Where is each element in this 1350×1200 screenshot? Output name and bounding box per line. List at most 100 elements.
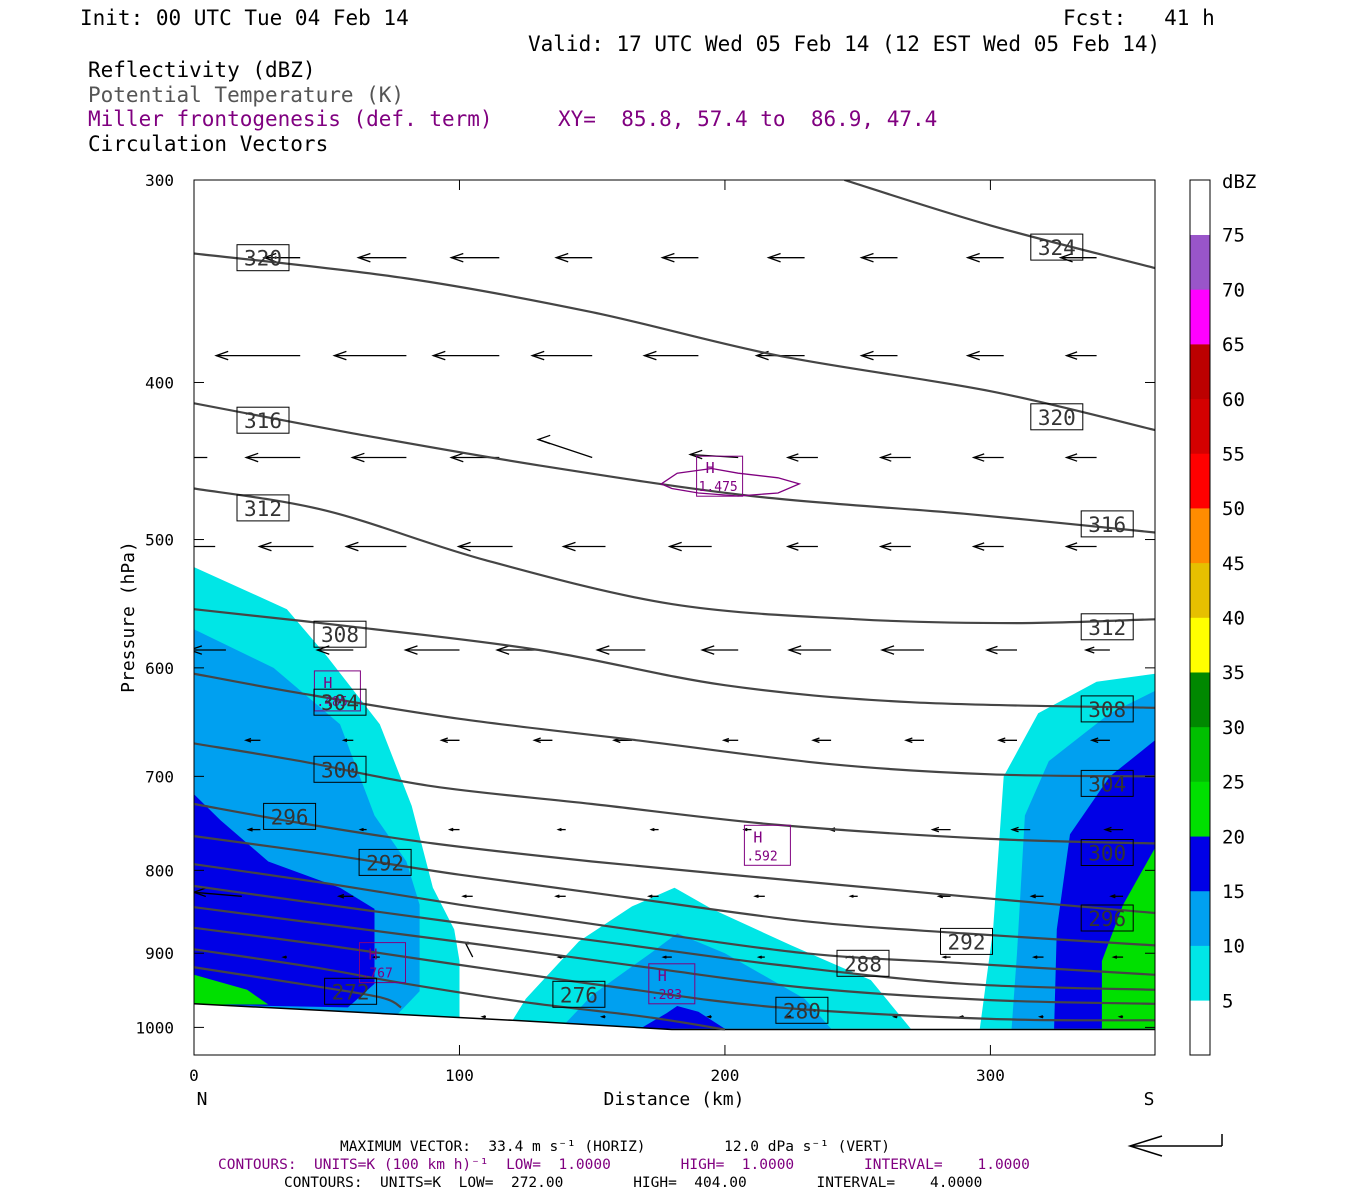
y-tick-label: 900	[145, 944, 174, 963]
theta-label: 300	[1080, 839, 1134, 866]
y-tick-label: 600	[145, 659, 174, 678]
wind-vector	[753, 894, 765, 899]
wind-vector	[1117, 1015, 1124, 1019]
wind-vector	[742, 827, 752, 832]
colorbar-label: 45	[1222, 553, 1245, 575]
frontogenesis-high: H1.475	[696, 455, 744, 497]
wind-vector	[556, 827, 566, 832]
theta-contour	[194, 966, 402, 1009]
colorbar-label: 10	[1222, 936, 1245, 958]
wind-vector	[1083, 646, 1110, 654]
theta-label: 316	[236, 406, 290, 434]
valid-time: Valid: 17 UTC Wed 05 Feb 14 (12 EST Wed …	[528, 32, 1161, 56]
max-vector-note: MAXIMUM VECTOR: 33.4 m s⁻¹ (HORIZ) 12.0 …	[340, 1139, 890, 1155]
wind-vector	[1031, 955, 1044, 959]
wind-vector	[647, 894, 659, 899]
wind-vector	[244, 452, 301, 463]
cross-section-endpoints: XY= 85.8, 57.4 to 86.9, 47.4	[558, 107, 938, 131]
theta-contours	[194, 180, 1155, 1031]
svg-text:308: 308	[1088, 698, 1126, 722]
colorbar-swatch	[1190, 890, 1210, 946]
colorbar-swatch	[1190, 1000, 1210, 1056]
wind-vector	[880, 645, 924, 655]
colorbar-label: 65	[1222, 334, 1245, 356]
wind-vector	[1111, 955, 1124, 959]
colorbar-swatch	[1190, 672, 1210, 728]
wind-vector	[1064, 351, 1097, 360]
theta-contour	[194, 948, 726, 1031]
wind-vector	[904, 737, 924, 744]
theta-label: 276	[552, 980, 606, 1008]
svg-text:H: H	[323, 674, 332, 692]
svg-text:H: H	[658, 967, 667, 985]
svg-text:304: 304	[1088, 772, 1126, 796]
colorbar-label: 5	[1222, 990, 1233, 1012]
theta-contour	[844, 180, 1155, 270]
x-tick-label: 0	[189, 1066, 199, 1085]
wind-vector	[371, 955, 380, 959]
wind-vector	[194, 456, 208, 459]
wind-vector	[706, 1015, 712, 1019]
wind-vector	[243, 737, 261, 743]
wind-vector	[859, 252, 898, 263]
svg-text:320: 320	[1038, 406, 1076, 430]
wind-vector	[456, 541, 513, 552]
wind-vector	[281, 955, 287, 959]
wind-vector	[461, 894, 473, 899]
wind-vector	[336, 893, 354, 899]
wind-vector	[214, 350, 301, 361]
colorbar-swatch	[1190, 234, 1210, 290]
wind-vector	[785, 453, 818, 462]
svg-text:324: 324	[1038, 236, 1076, 260]
y-tick-label: 800	[145, 861, 174, 880]
colorbar-swatch	[1190, 508, 1210, 564]
dbz-colorbar: 5 10 15 20 25 30 35 40 45 50 55 60 65 70 75 dBZ	[1189, 171, 1256, 1056]
y-tick-label: 300	[145, 171, 174, 190]
contours-theta-note: CONTOURS: UNITS=K LOW= 272.00 HIGH= 404.…	[284, 1175, 983, 1191]
svg-text:292: 292	[366, 851, 404, 875]
colorbar-label: 20	[1222, 826, 1245, 848]
svg-text:.283: .283	[651, 988, 682, 1003]
y-tick-label: 500	[145, 531, 174, 550]
wind-vector	[766, 252, 805, 263]
field-theta: Potential Temperature (K)	[88, 83, 405, 107]
svg-text:312: 312	[1088, 616, 1126, 640]
svg-text:280: 280	[783, 999, 821, 1023]
wind-vector	[480, 1015, 486, 1019]
theta-label: 324	[1030, 233, 1084, 261]
colorbar-label: 70	[1222, 279, 1245, 301]
colorbar-swatch	[1190, 180, 1210, 235]
wind-vector	[554, 894, 566, 899]
wind-vector	[971, 542, 1004, 551]
wind-vector	[1109, 894, 1124, 899]
svg-text:1.475: 1.475	[699, 480, 738, 495]
wind-vector	[787, 645, 832, 655]
wind-vector	[447, 827, 460, 832]
wind-vector	[332, 350, 407, 361]
colorbar-label: 55	[1222, 443, 1245, 465]
wind-vector	[449, 252, 500, 263]
y-tick-label: 400	[145, 373, 174, 392]
wind-vector	[532, 737, 553, 744]
wind-vector	[971, 453, 1004, 462]
echo-15dbz-middle	[640, 1006, 725, 1029]
wind-vector	[661, 955, 672, 959]
init-time: Init: 00 UTC Tue 04 Feb 14	[80, 6, 409, 30]
theta-contour	[194, 906, 1155, 1005]
colorbar-swatch	[1190, 945, 1210, 1001]
wind-vector	[257, 541, 314, 552]
wind-vector	[194, 887, 242, 898]
plot-frame	[193, 179, 1156, 1056]
svg-text:296: 296	[271, 805, 309, 829]
wind-vector	[536, 434, 593, 459]
theta-contour	[194, 672, 1155, 778]
theta-contour	[194, 884, 1155, 991]
wind-vector	[439, 737, 460, 744]
svg-text:296: 296	[1088, 907, 1126, 931]
theta-contour	[194, 608, 1155, 709]
svg-text:288: 288	[844, 952, 882, 976]
wind-vector	[98, 253, 194, 261]
svg-text:304: 304	[321, 691, 359, 715]
colorbar-label: 35	[1222, 662, 1245, 684]
